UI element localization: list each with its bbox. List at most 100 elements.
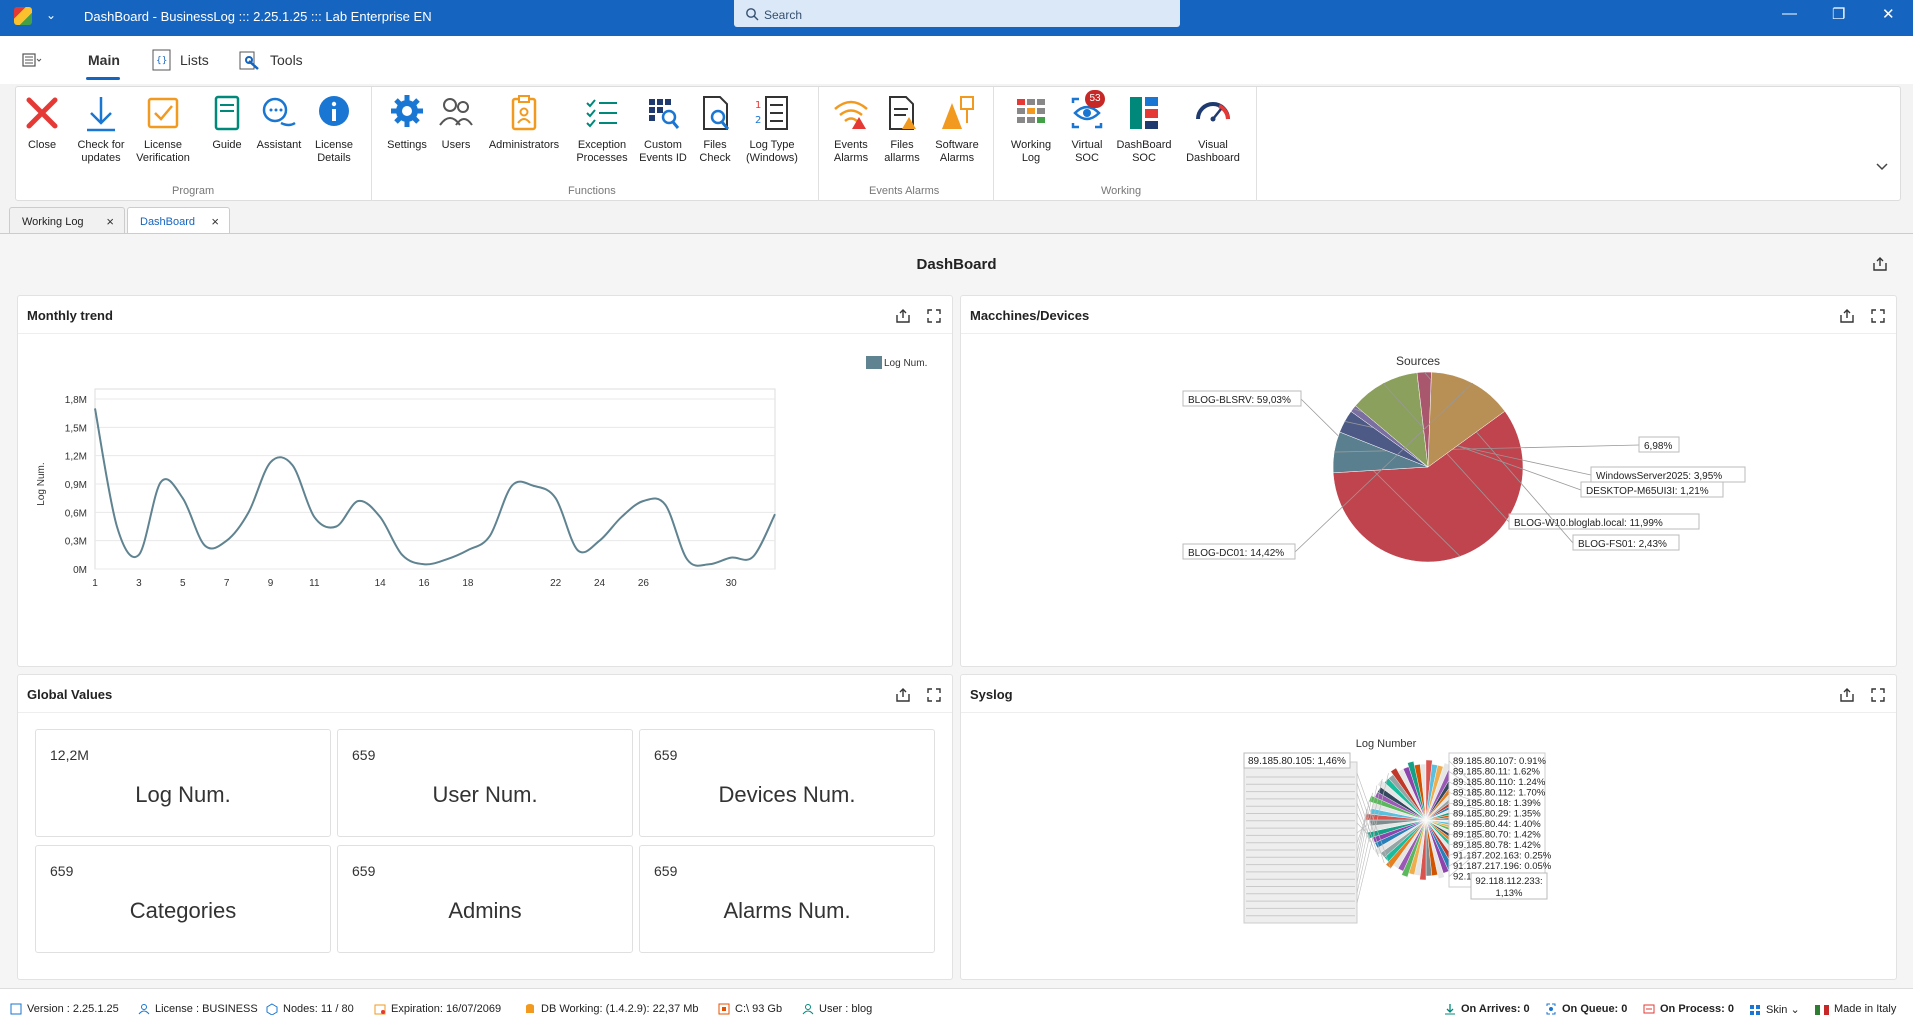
cube-icon — [266, 1003, 278, 1016]
pie-label: 89.185.80.78: 1.42% — [1453, 840, 1541, 851]
x-tick-label: 7 — [224, 578, 230, 589]
export-icon[interactable] — [1839, 308, 1855, 324]
tab-dashboard-label: DashBoard — [140, 216, 196, 228]
arrow-down-icon — [1445, 1004, 1455, 1015]
license-details-button[interactable]: License Details — [312, 93, 356, 165]
exception-processes-button[interactable]: Exception Processes — [574, 93, 630, 165]
panel-title: Global Values — [27, 687, 113, 702]
quick-access-dropdown[interactable]: ⌄ — [46, 8, 57, 22]
stat-card-devices-num[interactable]: 659 Devices Num. — [639, 729, 935, 837]
close-window-button[interactable]: ✕ — [1882, 6, 1895, 23]
stat-card-log-num[interactable]: 12,2M Log Num. — [35, 729, 331, 837]
pie-label: 89.185.80.112: 1.70% — [1453, 788, 1546, 799]
stat-label: Log Num. — [135, 782, 231, 807]
nodes-text: Nodes: 11 / 80 — [283, 1003, 354, 1015]
dashboard-soc-button[interactable]: DashBoard SOC — [1114, 93, 1174, 165]
software-alarms-button[interactable]: Software Alarms — [930, 93, 984, 165]
virtual-soc-button[interactable]: Virtual SOC 53 — [1066, 90, 1108, 165]
restore-button[interactable]: ❐ — [1832, 6, 1846, 23]
stat-label: Admins — [448, 898, 522, 923]
x-tick-label: 9 — [268, 578, 274, 589]
global-values-panel: Global Values 12,2M Log Num. 659 User Nu… — [17, 674, 953, 980]
export-icon[interactable] — [895, 687, 911, 703]
administrators-button[interactable]: Administrators — [485, 93, 563, 152]
tab-tools[interactable]: Tools — [270, 52, 303, 68]
pie-slice — [1373, 819, 1427, 856]
minimize-button[interactable]: — — [1782, 5, 1797, 22]
stat-card-admins[interactable]: 659 Admins — [337, 845, 633, 953]
users-button[interactable]: Users — [436, 93, 476, 152]
version-icon — [10, 1003, 22, 1015]
search-input[interactable]: Search — [734, 0, 1180, 27]
pie-leader-line — [1448, 760, 1476, 787]
on-queue-text: On Queue: 0 — [1562, 1003, 1628, 1015]
pie-leader-line — [1356, 772, 1392, 869]
close-button[interactable]: Close — [22, 93, 62, 152]
plot-area — [94, 388, 776, 570]
visual-dashboard-button[interactable]: Visual Dashboard — [1182, 93, 1244, 165]
panel-header — [961, 296, 1896, 334]
stat-value: 659 — [654, 747, 678, 763]
x-tick-label: 24 — [594, 578, 606, 589]
stat-value: 659 — [50, 863, 74, 879]
files-check-button[interactable]: Files Check — [696, 93, 734, 165]
wifi-alert-icon — [834, 100, 868, 129]
custom-events-button[interactable]: Custom Events ID — [638, 93, 688, 165]
tab-main[interactable]: Main — [88, 52, 120, 68]
document-tab-bar: Working Log × DashBoard × — [0, 203, 1913, 233]
pie-label-box — [1572, 534, 1680, 551]
stat-value: 659 — [654, 863, 678, 879]
tab-lists[interactable]: Lists — [180, 52, 209, 68]
pie-leader-line — [1448, 854, 1476, 877]
download-icon — [87, 97, 115, 132]
export-icon[interactable] — [1872, 256, 1888, 272]
files-alarms-button[interactable]: Files allarms — [880, 93, 924, 165]
check-updates-button[interactable]: Check for updates — [74, 93, 128, 165]
assistant-button[interactable]: Assistant — [252, 93, 306, 152]
stat-card-user-num[interactable]: 659 User Num. — [337, 729, 633, 837]
export-icon[interactable] — [1839, 687, 1855, 703]
group-working-label: Working — [1101, 185, 1142, 197]
export-icon[interactable] — [895, 308, 911, 324]
stat-card-categories[interactable]: 659 Categories — [35, 845, 331, 953]
app-logo-icon[interactable] — [14, 7, 32, 25]
working-log-button[interactable]: Working Log — [1004, 93, 1058, 165]
pie-label: 89.185.80.110: 1.24% — [1453, 777, 1546, 788]
search-placeholder: Search — [764, 8, 803, 22]
visual-dashboard-label: Visual Dashboard — [1186, 139, 1240, 164]
close-tab-icon[interactable]: × — [211, 214, 219, 229]
pie-slice — [1401, 819, 1427, 878]
info-icon — [319, 96, 349, 126]
tab-working-log[interactable]: Working Log × — [9, 207, 125, 233]
page-title: DashBoard — [916, 256, 997, 273]
chevron-down-icon[interactable] — [1876, 161, 1888, 171]
pie-label: BLOG-DC01: 14,42% — [1188, 548, 1284, 559]
clipboard-icon — [511, 95, 537, 131]
custom-events-label: Custom Events ID — [639, 139, 687, 164]
y-tick-label: 0,9M — [65, 480, 87, 491]
pie-leader-line — [1356, 782, 1385, 864]
expand-icon[interactable] — [926, 687, 942, 703]
license-verification-button[interactable]: License Verification — [132, 93, 194, 165]
events-alarms-button[interactable]: Events Alarms — [828, 93, 874, 165]
tab-dashboard[interactable]: DashBoard × — [127, 207, 230, 233]
skin-selector[interactable]: Skin ⌄ — [1749, 1003, 1800, 1016]
expand-icon[interactable] — [1870, 687, 1886, 703]
close-tab-icon[interactable]: × — [106, 214, 114, 229]
expand-icon[interactable] — [1870, 308, 1886, 324]
guide-label: Guide — [212, 139, 242, 151]
expand-icon[interactable] — [926, 308, 942, 324]
stat-card-alarms-num[interactable]: 659 Alarms Num. — [639, 845, 935, 953]
guide-button[interactable]: Guide — [206, 93, 248, 152]
pie-leader-line — [1334, 444, 1640, 453]
pie-leader-line — [1448, 842, 1482, 856]
on-process-text: On Process: 0 — [1660, 1003, 1734, 1015]
disk-text: C:\ 93 Gb — [735, 1003, 783, 1015]
machines-devices-panel: Macchines/Devices Sources BLOG-BLSRV: 59,… — [960, 295, 1897, 667]
pie-slice — [1377, 779, 1427, 821]
pie-leader-line — [1356, 778, 1383, 894]
settings-button[interactable]: Settings — [385, 93, 429, 152]
monthly-trend-panel: Monthly trend 0M 0,3M 0,6M 0,9M 1,2M 1,5M 1,8M… — [17, 295, 953, 667]
menu-icon[interactable] — [22, 52, 42, 68]
